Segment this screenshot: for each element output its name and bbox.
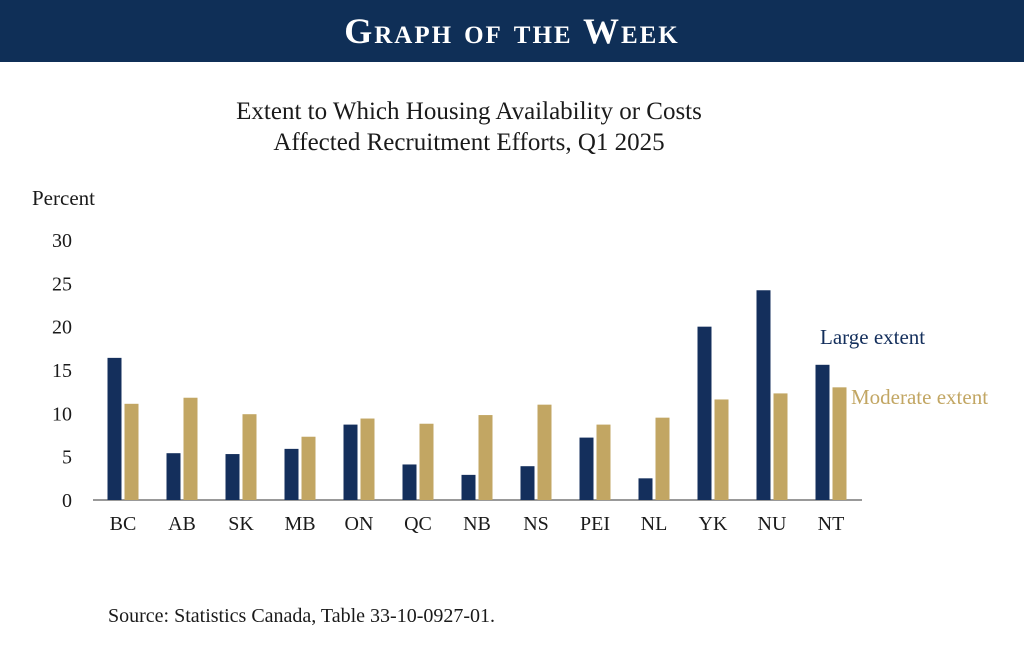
x-tick-label-ab: AB [168,513,196,535]
bar-large-nt [815,364,830,500]
chart-title: Extent to Which Housing Availability or … [0,96,938,158]
bar-large-ab [166,453,181,500]
bar-moderate-ab [183,397,198,500]
bar-large-sk [225,454,240,500]
bar-large-nb [461,474,476,500]
x-tick-label-pei: PEI [580,513,610,535]
x-tick-label-ns: NS [523,513,549,535]
bar-large-on [343,424,358,500]
legend-moderate-extent: Moderate extent [851,385,988,409]
bar-large-qc [402,464,417,500]
bar-moderate-ns [537,404,552,500]
banner-title: Graph of the Week [344,11,680,51]
bar-large-yk [697,326,712,500]
y-tick-label: 15 [52,360,72,382]
x-tick-label-nt: NT [818,513,845,535]
bar-moderate-pei [596,424,611,500]
bar-large-nl [638,478,653,500]
bar-moderate-mb [301,436,316,500]
y-tick-label: 30 [52,230,72,252]
y-tick-label: 10 [52,403,72,425]
x-tick-label-sk: SK [228,513,254,535]
legend-large-extent: Large extent [820,325,925,349]
y-tick-label: 0 [62,490,72,512]
chart-title-line-1: Extent to Which Housing Availability or … [236,98,702,125]
bar-moderate-nb [478,415,493,500]
bar-moderate-nt [832,387,847,500]
chart-title-line-2: Affected Recruitment Efforts, Q1 2025 [273,129,665,156]
x-tick-label-on: ON [345,513,374,535]
bar-moderate-bc [124,403,139,500]
y-tick-label: 25 [52,273,72,295]
bar-moderate-on [360,418,375,500]
y-axis-label: Percent [32,186,95,210]
bar-moderate-nu [773,393,788,500]
bar-large-pei [579,437,594,500]
bar-large-nu [756,290,771,500]
bar-moderate-nl [655,417,670,500]
header-banner: Graph of the Week [0,0,1024,62]
bar-large-ns [520,466,535,500]
x-tick-label-nb: NB [463,513,491,535]
bar-large-mb [284,448,299,500]
bar-moderate-sk [242,414,257,500]
x-tick-label-yk: YK [699,513,728,535]
x-tick-label-qc: QC [404,513,432,535]
y-tick-label: 20 [52,317,72,339]
bar-large-bc [107,357,122,500]
bar-moderate-qc [419,423,434,500]
x-tick-label-nl: NL [641,513,668,535]
x-tick-label-bc: BC [110,513,137,535]
y-tick-label: 5 [62,447,72,469]
x-tick-label-mb: MB [284,513,315,535]
source-note: Source: Statistics Canada, Table 33-10-0… [108,605,496,627]
bar-moderate-yk [714,399,729,500]
x-tick-label-nu: NU [758,513,787,535]
